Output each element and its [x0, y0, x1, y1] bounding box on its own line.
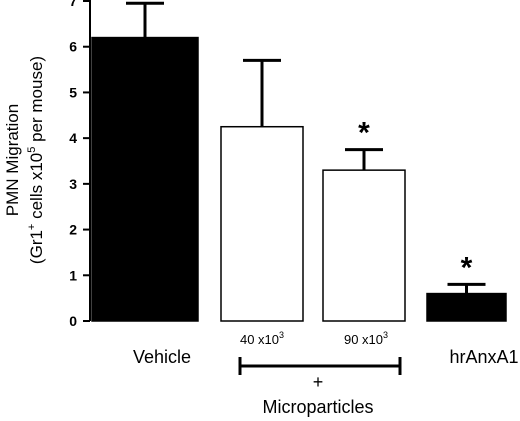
category-label-40x103: 40 x103 [240, 330, 284, 347]
y-axis: 0 1 2 3 4 5 6 7 [69, 0, 91, 329]
bar [220, 125, 304, 322]
bar [322, 169, 406, 322]
y-tick-label: 4 [69, 130, 77, 146]
y-tick-label: 3 [69, 176, 77, 192]
y-tick-label: 1 [69, 267, 77, 283]
bar [426, 292, 507, 322]
bar [91, 36, 199, 322]
bars: ** [91, 1, 507, 322]
y-tick-label: 6 [69, 39, 77, 55]
significance-marker: * [358, 117, 370, 150]
y-tick-label: 2 [69, 222, 77, 238]
group-label-microparticles: Microparticles [262, 397, 373, 417]
y-axis-label-line1: PMN Migration [3, 104, 22, 216]
category-label-vehicle: Vehicle [133, 347, 191, 367]
category-label-90x103: 90 x103 [344, 330, 388, 347]
category-label-hranxa1: hrAnxA1 [449, 347, 518, 367]
group-plus-sign: + [313, 372, 324, 392]
y-tick-label: 0 [69, 313, 77, 329]
significance-marker: * [461, 251, 473, 284]
microparticles-bracket [238, 357, 402, 375]
y-axis-label-line2: (Gr1+ cells x105 per mouse) [26, 56, 46, 264]
y-tick-label: 7 [69, 0, 77, 9]
y-tick-label: 5 [69, 84, 77, 100]
